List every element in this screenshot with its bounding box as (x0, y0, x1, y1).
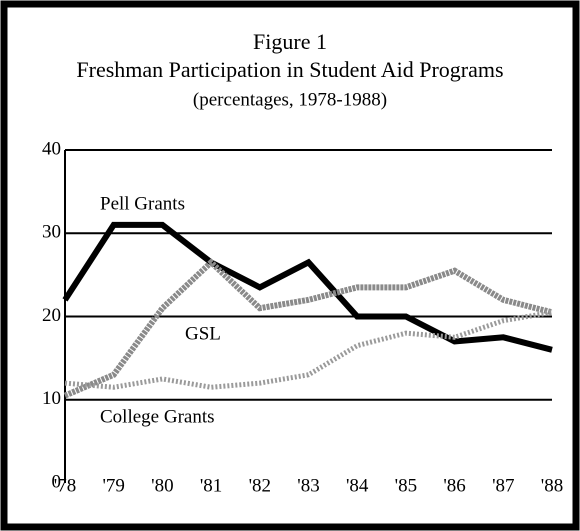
x-tick-label: '84 (346, 475, 369, 496)
series-line (64, 309, 553, 390)
chart-subtitle: Freshman Participation in Student Aid Pr… (76, 57, 503, 82)
x-tick-label: '81 (200, 475, 222, 496)
y-tick-label: 40 (42, 138, 61, 159)
y-tick-label: 10 (42, 388, 61, 409)
series-label: College Grants (100, 406, 215, 427)
x-tick-label: '79 (102, 475, 124, 496)
x-tick-label: '80 (151, 475, 173, 496)
series-line (62, 221, 553, 353)
x-tick-label: '82 (249, 475, 271, 496)
y-tick-label: 0 (52, 471, 62, 492)
series-label: Pell Grants (100, 193, 185, 214)
chart-note: (percentages, 1978-1988) (193, 89, 387, 110)
y-tick-label: 20 (42, 305, 61, 326)
x-tick-label: '85 (395, 475, 417, 496)
series-line (63, 258, 553, 399)
x-tick-label: '78 (54, 475, 76, 496)
x-tick-label: '86 (443, 475, 465, 496)
x-tick-label: '87 (492, 475, 514, 496)
x-tick-label: '83 (297, 475, 319, 496)
y-tick-label: 30 (42, 222, 61, 243)
series-label: GSL (185, 323, 221, 344)
x-tick-label: '88 (541, 475, 563, 496)
chart-title: Figure 1 (253, 29, 327, 54)
